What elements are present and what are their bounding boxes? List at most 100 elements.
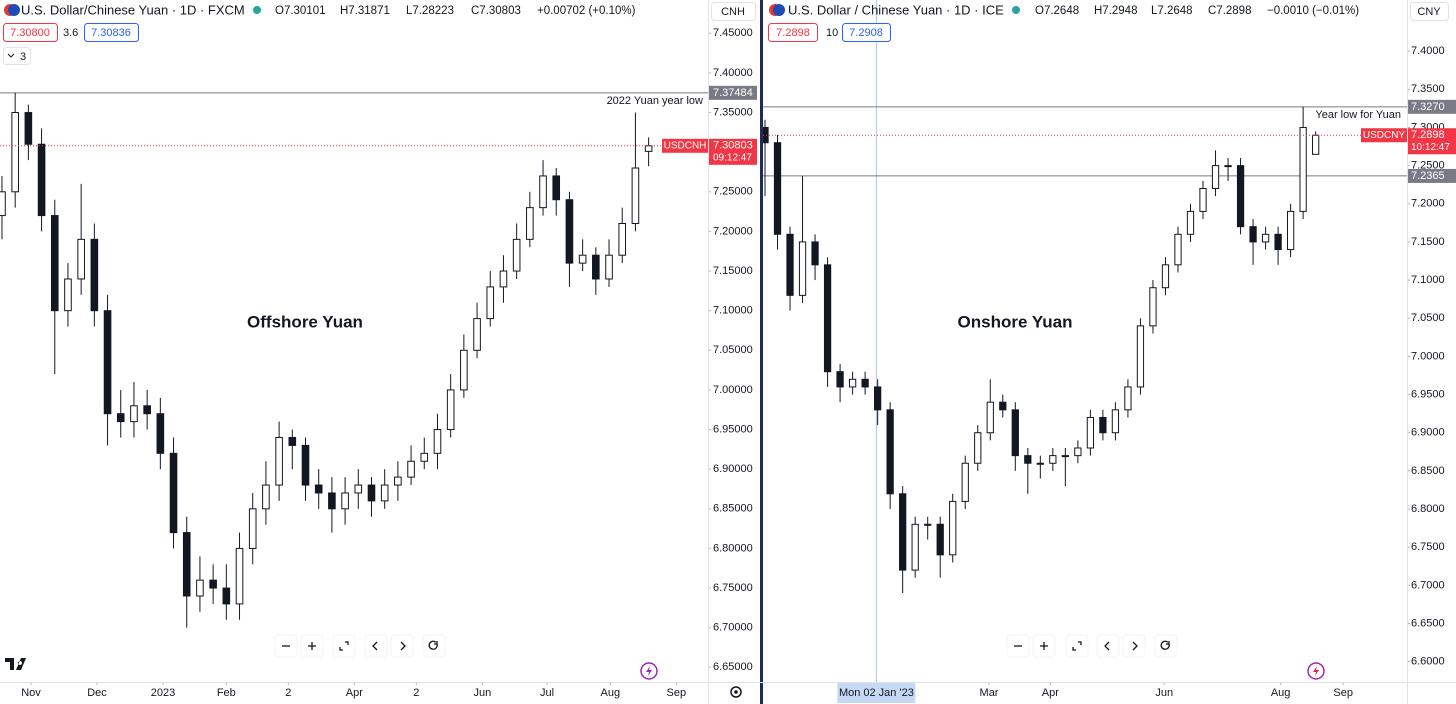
candle-body [1049,455,1057,464]
symbol-flag [8,4,20,16]
toolbar-button[interactable] [364,634,388,658]
candle-body [486,286,495,320]
candle-body [644,145,653,152]
candle-body [924,523,932,526]
indicators-count[interactable]: 3 [20,51,26,63]
bid-box[interactable] [3,23,58,42]
candle-body [380,484,389,502]
toolbar-button[interactable] [1122,634,1146,658]
candle-body [354,484,363,494]
toolbar-button[interactable] [332,634,356,658]
candle-body [1286,210,1295,251]
toolbar-icon[interactable] [1160,640,1170,650]
ohlc-low: L7.2648 [1151,5,1193,17]
toolbar-icon[interactable] [372,641,378,651]
indicators-toggle[interactable] [3,47,31,65]
candle-body [328,492,336,510]
toolbar-icon[interactable] [428,640,438,650]
candle-body [341,492,349,510]
x-tick-label: Dec [87,687,107,699]
candle-body [1249,226,1257,243]
y-tick-label: 6.65000 [713,661,753,673]
toolbar-button[interactable] [1065,634,1089,658]
countdown: 10:12:47 [1411,142,1450,153]
ask-price[interactable]: 7.2908 [849,27,883,39]
x-tick-label: Sep [1333,687,1353,699]
candle-body [11,112,19,193]
y-tick-label: 6.80000 [713,542,753,554]
candle-body [539,175,547,209]
ask-box[interactable] [842,23,891,42]
y-tick-label: 7.1500 [1411,236,1445,248]
candle-body [1136,325,1145,388]
toolbar-icon[interactable] [308,642,316,650]
toolbar-icon[interactable] [1040,642,1048,650]
ohlc-low: L7.28223 [406,5,454,17]
candle-body [275,436,283,486]
candle-body [394,476,402,486]
candle-body [182,532,191,597]
candle-body [262,484,270,510]
y-tick-label: 6.85000 [713,503,753,515]
currency-button[interactable] [711,2,756,21]
horizontal-line-label-box [1408,99,1456,114]
candle-body [1211,165,1220,190]
candle-body [1099,416,1107,434]
symbol-title[interactable]: U.S. Dollar/Chinese Yuan · 1D · FXCM [21,2,245,17]
candle-body [1074,447,1082,457]
toolbar-button[interactable] [1154,634,1178,658]
toolbar-button[interactable] [422,634,446,658]
y-tick-label: 6.75000 [713,582,753,594]
y-tick-label: 6.70000 [713,622,753,634]
toolbar-button[interactable] [390,634,414,658]
watermark: Offshore Yuan [247,312,363,331]
horizontal-line-label-box [1408,168,1456,183]
candle-body [1061,455,1069,458]
candle-body [433,429,442,454]
ohlc-high: H7.31871 [340,5,390,17]
toolbar-icon[interactable] [339,641,349,651]
tradingview-logo[interactable] [5,658,26,670]
symbol-title[interactable]: U.S. Dollar / Chinese Yuan · 1D · ICE [788,2,1004,17]
alert-bolt [646,666,652,676]
candle-body [786,233,794,296]
candle-body [1261,233,1270,243]
candle-body [823,264,832,373]
currency-button[interactable] [1410,2,1449,21]
candle-body [949,500,957,556]
currency[interactable]: CNH [721,6,745,18]
candle-body [974,432,982,464]
toolbar-icon[interactable] [1104,641,1110,651]
toolbar-icon[interactable] [1072,641,1082,651]
settings-icon[interactable] [730,686,742,698]
toolbar-icon[interactable] [400,641,406,651]
x-tick-label: Sep [667,687,687,699]
candle-body [420,452,429,462]
candle-body [1024,455,1032,464]
candle-body [248,508,257,549]
toolbar-button[interactable] [1096,634,1120,658]
candle-body [1086,416,1095,449]
x-tick-label: Apr [1042,687,1059,699]
bid-box[interactable] [768,23,818,42]
candle-body [209,579,217,589]
y-tick-label: 6.9500 [1411,388,1445,400]
candle-body [811,241,819,266]
candle-body [874,386,882,411]
toolbar-icon[interactable] [1132,641,1138,651]
bid-price[interactable]: 7.30800 [10,27,50,39]
candle-body [314,484,323,494]
ask-box[interactable] [84,23,139,42]
candle-body [37,143,46,217]
candle-body [196,579,204,597]
currency[interactable]: CNY [1417,6,1441,18]
ohlc-change: −0.0010 (−0.01%) [1267,5,1359,17]
candle-body [911,523,919,571]
y-tick-label: 6.8000 [1411,503,1445,515]
bid-price[interactable]: 7.2898 [776,27,810,39]
candle-body [156,413,165,454]
candle-body [301,444,310,486]
candle-body [565,199,574,264]
ask-price[interactable]: 7.30836 [91,27,131,39]
candle-body [936,523,944,556]
